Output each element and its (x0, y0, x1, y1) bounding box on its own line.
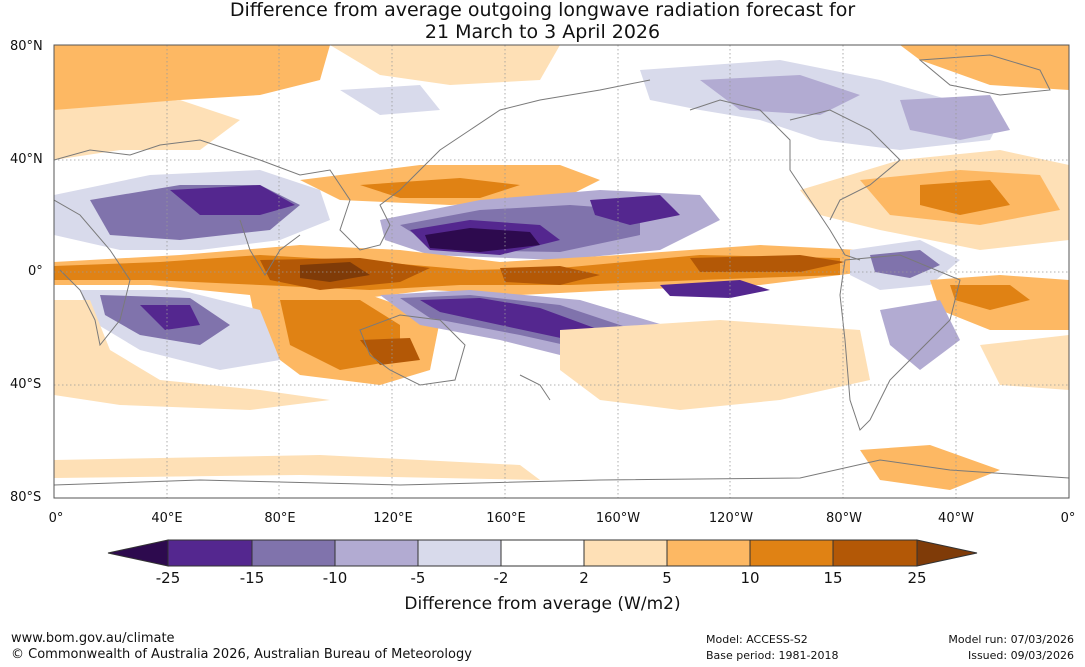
anomaly-region (590, 195, 680, 225)
anomaly-region (560, 320, 870, 410)
colorbar-tick-label: -5 (410, 569, 426, 587)
colorbar-tick-label: -15 (239, 569, 265, 587)
antarctica-coast (54, 459, 1069, 486)
new-zealand-coast (519, 374, 551, 401)
anomaly-region (920, 180, 1010, 215)
graticule (54, 45, 1069, 498)
colorbar-title: Difference from average (W/m2) (404, 594, 681, 614)
colorbar-tick-label: 10 (740, 569, 760, 587)
lat-label-80s: 80°S (10, 490, 42, 505)
lon-label-80e: 80°E (264, 511, 296, 526)
lat-label-80n: 80°N (10, 39, 43, 54)
colorbar-segment (500, 539, 585, 567)
lat-label-0: 0° (28, 264, 43, 279)
colorbar-segment (583, 539, 668, 567)
lat-label-40s: 40°S (10, 377, 42, 392)
africa-coast (54, 199, 131, 347)
lon-label-80w: 80°W (826, 511, 862, 526)
colorbar-tick-label: 5 (662, 569, 672, 587)
australia-coast (359, 314, 466, 386)
greenland-coast (918, 54, 1051, 96)
eurasia-coast (54, 79, 651, 251)
anomaly-region (660, 280, 770, 298)
colorbar-tick-label: -10 (322, 569, 348, 587)
colorbar-segment (666, 539, 751, 567)
colorbar-segment (417, 539, 502, 567)
footer-model: Model: ACCESS-S2 (706, 633, 808, 646)
anomaly-region (360, 178, 520, 198)
map-frame (53, 44, 1070, 499)
lat-label-40n: 40°N (10, 152, 43, 167)
colorbar-tick-label: -2 (493, 569, 509, 587)
north-america-east-coast (789, 109, 901, 221)
footer-copyright: © Commonwealth of Australia 2026, Austra… (11, 647, 472, 662)
colorbar-tick-label: 2 (579, 569, 589, 587)
anomaly-region (900, 45, 1069, 90)
anomaly-region (54, 45, 330, 110)
anomaly-region (425, 228, 540, 252)
india-coast (239, 219, 301, 276)
footer-base-period: Base period: 1981-2018 (706, 649, 839, 662)
colorbar-segment (832, 539, 918, 567)
anomaly-region (140, 305, 200, 330)
colorbar-segment (251, 539, 336, 567)
north-america-west-coast (689, 99, 861, 261)
colorbar-arrow-high (916, 539, 978, 567)
footer-issued: Issued: 09/03/2026 (967, 649, 1074, 662)
lon-label-160e: 160°E (486, 511, 526, 526)
lon-label-40w: 40°W (938, 511, 974, 526)
colorbar-tick-label: 15 (823, 569, 843, 587)
anomaly-region (500, 266, 600, 285)
colorbar-segment (167, 539, 253, 567)
footer-model-run: Model run: 07/03/2026 (948, 633, 1074, 646)
lon-label-0-right: 0° (1060, 511, 1076, 526)
south-america-coast (839, 254, 961, 431)
anomaly-region (980, 335, 1069, 390)
lon-label-40e: 40°E (151, 511, 183, 526)
anomaly-region (330, 45, 560, 85)
lon-label-120w: 120°W (708, 511, 754, 526)
colorbar-tick-label: 25 (907, 569, 927, 587)
anomaly-region (690, 255, 845, 272)
anomaly-region (880, 300, 960, 370)
anomaly-region (950, 285, 1030, 310)
chart-title-line2: 21 March to 3 April 2026 (424, 21, 661, 43)
anomaly-region (170, 185, 295, 215)
colorbar-tick-label: -25 (155, 569, 181, 587)
lon-label-160w: 160°W (595, 511, 641, 526)
chart-title-line1: Difference from average outgoing longwav… (229, 0, 856, 21)
anomaly-region (340, 85, 440, 115)
anomaly-region (54, 300, 330, 410)
lon-label-0: 0° (48, 511, 64, 526)
colorbar-segment (334, 539, 419, 567)
colorbar-segment (749, 539, 834, 567)
anomaly-field (54, 45, 1069, 498)
coastlines (54, 54, 1069, 486)
anomaly-region (900, 95, 1010, 140)
anomaly-region (870, 250, 940, 278)
lon-label-120e: 120°E (373, 511, 413, 526)
anomaly-region (54, 255, 840, 290)
footer-website: www.bom.gov.au/climate (11, 631, 175, 646)
colorbar-arrow-low (107, 539, 169, 567)
anomaly-region (420, 298, 600, 340)
anomaly-region (54, 100, 240, 160)
anomaly-region (54, 455, 540, 480)
